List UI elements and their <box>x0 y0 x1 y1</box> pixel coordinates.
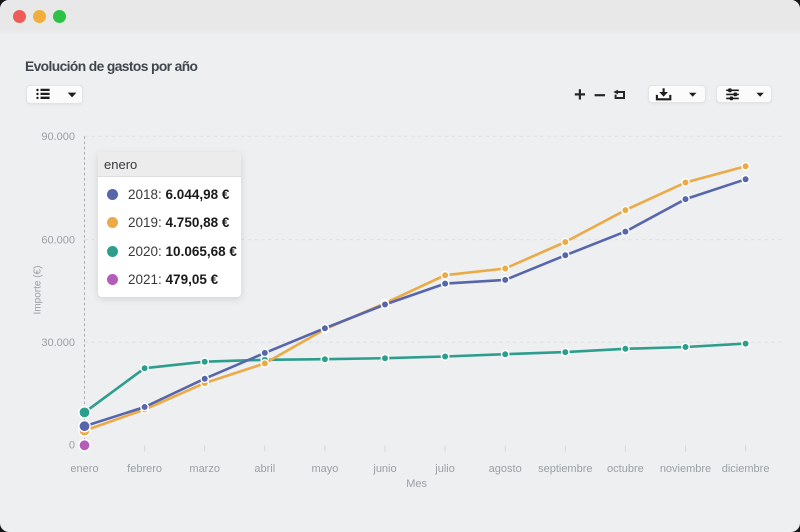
svg-text:octubre: octubre <box>607 463 644 475</box>
svg-text:agosto: agosto <box>489 463 522 475</box>
svg-text:mayo: mayo <box>311 463 338 475</box>
svg-text:septiembre: septiembre <box>538 463 592 475</box>
svg-text:diciembre: diciembre <box>722 463 770 475</box>
svg-text:Importe (€): Importe (€) <box>33 266 44 315</box>
svg-text:enero: enero <box>70 463 98 475</box>
svg-text:Mes: Mes <box>406 478 427 490</box>
svg-text:90.000: 90.000 <box>41 131 75 143</box>
svg-text:abril: abril <box>254 463 275 475</box>
svg-text:febrero: febrero <box>127 463 162 475</box>
svg-text:marzo: marzo <box>189 463 220 475</box>
svg-text:julio: julio <box>434 463 455 475</box>
svg-text:junio: junio <box>372 463 396 475</box>
svg-text:30.000: 30.000 <box>41 337 75 349</box>
svg-text:0: 0 <box>69 440 75 452</box>
svg-text:noviembre: noviembre <box>660 463 711 475</box>
svg-text:60.000: 60.000 <box>41 234 75 246</box>
